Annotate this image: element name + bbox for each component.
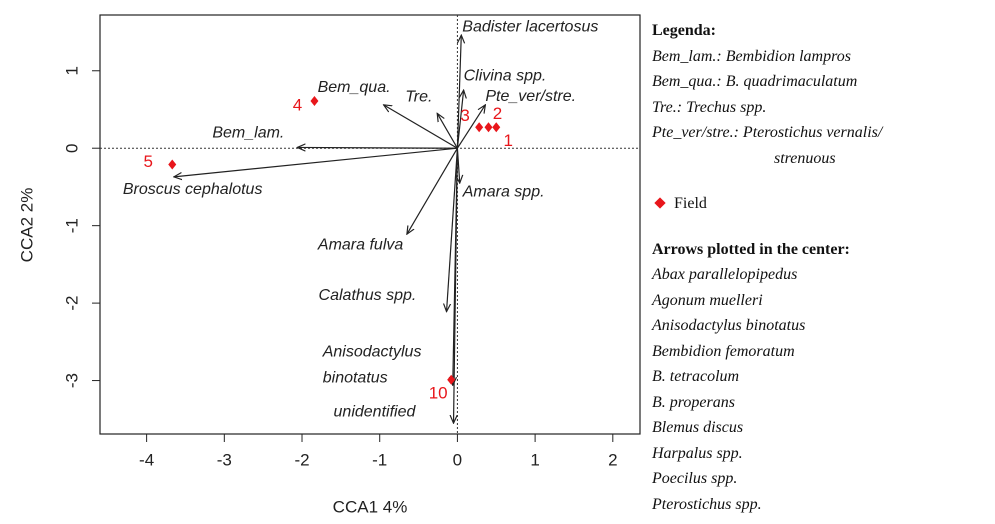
plot-frame xyxy=(99,14,641,435)
site-label: 3 xyxy=(460,106,469,125)
arrow-label: Amara fulva xyxy=(317,236,403,253)
arrow-label: Bem_lam. xyxy=(212,125,284,142)
x-axis-title: CCA1 4% xyxy=(333,497,408,516)
x-tick-label: -2 xyxy=(294,450,309,469)
y-tick-label: -2 xyxy=(62,296,81,311)
arrow-label: Amara spp. xyxy=(462,183,545,200)
center-item: B. properans xyxy=(652,393,735,411)
arrow-label: Tre. xyxy=(405,89,432,106)
y-tick-label: -3 xyxy=(62,373,81,388)
site-point xyxy=(168,159,177,170)
arrow xyxy=(456,90,463,149)
arrow xyxy=(407,147,458,234)
site-point xyxy=(475,122,484,133)
site-point xyxy=(447,374,456,385)
site-label: 2 xyxy=(493,104,502,123)
legend-panel: Legenda: Bem_lam.: Bembidion lampros Bem_q… xyxy=(652,18,992,517)
legend-line: Bem_qua.: B. quadrimaculatum xyxy=(652,73,858,90)
site-label: 10 xyxy=(429,383,448,402)
arrow-label: Badister lacertosus xyxy=(462,18,598,35)
site-point xyxy=(310,95,319,106)
site-label: 4 xyxy=(293,95,302,114)
arrow-label: Bem_qua. xyxy=(318,79,391,96)
site-point xyxy=(492,122,501,133)
arrow-label: Calathus spp. xyxy=(319,287,417,304)
chart: CCA1 4% CCA2 2% -4 -3 -2 -1 0 1 2-3-2-101Badis… xyxy=(17,14,641,516)
y-tick-label: 0 xyxy=(62,143,81,152)
center-item: Pterostichus spp. xyxy=(652,495,762,513)
center-item: Poecilus spp. xyxy=(652,470,738,487)
arrow xyxy=(384,105,458,149)
legend-line: strenuous xyxy=(774,149,836,167)
center-item: Blemus discus xyxy=(652,419,744,436)
legend-line: Pte_ver/stre.: Pterostichus vernalis/ xyxy=(652,124,883,141)
center-title: Arrows plotted in the center: xyxy=(652,240,850,258)
arrow xyxy=(456,105,485,149)
x-tick-label: -1 xyxy=(372,450,387,469)
center-item: Abax parallelopipedus xyxy=(652,266,798,283)
center-item: B. tetracolum xyxy=(652,368,740,385)
center-item: Anisodactylus binotatus xyxy=(652,317,806,334)
y-tick-label: 1 xyxy=(62,66,81,75)
center-item: Harpalus spp. xyxy=(652,444,743,462)
arrow-label: unidentified xyxy=(334,403,417,420)
x-tick-label: -4 xyxy=(139,450,154,469)
field-label: Field xyxy=(674,195,707,212)
center-item: Bembidion femoratum xyxy=(652,342,795,360)
arrow xyxy=(437,113,458,149)
x-tick-label: 2 xyxy=(608,450,617,469)
center-item: Agonum muelleri xyxy=(652,291,763,309)
legend-line: Bem_lam.: Bembidion lampros xyxy=(652,47,851,65)
site-point xyxy=(484,122,493,133)
legend-title: Legenda: xyxy=(652,22,716,39)
x-tick-label: 1 xyxy=(530,450,539,469)
site-label: 5 xyxy=(144,152,153,171)
arrow-label: Pte_ver/stre. xyxy=(485,88,576,105)
arrow-label: binotatus xyxy=(323,369,388,386)
y-tick-label: -1 xyxy=(62,218,81,233)
arrow-label: Broscus cephalotus xyxy=(123,181,263,198)
arrow xyxy=(174,147,458,177)
arrow xyxy=(297,147,458,148)
arrow xyxy=(447,148,459,311)
x-tick-label: -3 xyxy=(217,450,232,469)
field-marker xyxy=(654,197,666,209)
site-label: 1 xyxy=(504,131,513,150)
y-axis-title: CCA2 2% xyxy=(17,188,36,263)
arrow xyxy=(454,148,459,423)
arrow-label: Clivina spp. xyxy=(464,67,547,84)
arrow-label: Anisodactylus xyxy=(322,343,422,360)
x-tick-label: 0 xyxy=(453,450,462,469)
field-legend: Field xyxy=(652,191,992,217)
legend-line: Tre.: Trechus spp. xyxy=(652,98,767,116)
